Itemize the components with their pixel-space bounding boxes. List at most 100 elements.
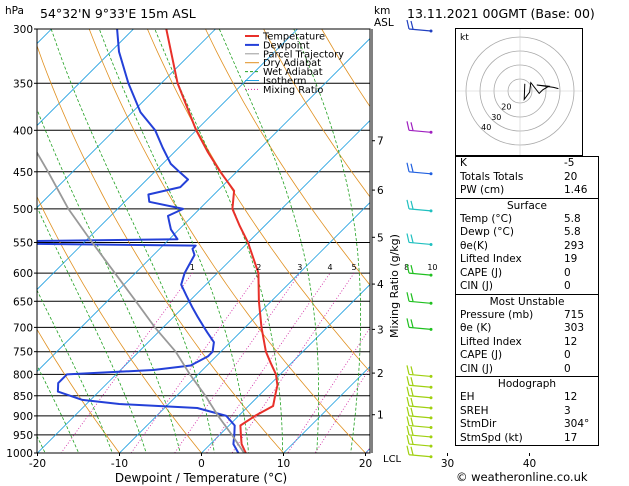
isotherm-line [37, 37, 370, 373]
temperature-tick-label: 10 [277, 458, 290, 470]
wind-barb-staff [408, 384, 432, 388]
wind-barb-flag [410, 200, 414, 210]
isotherm-line [37, 29, 135, 127]
wind-barb-dot [429, 172, 433, 176]
x-axis-label: Dewpoint / Temperature (°C) [115, 471, 287, 485]
pressure-tick-label: 1000 [6, 448, 33, 460]
mixing-ratio-label: 3 [297, 263, 302, 272]
stat-label: CAPE (J) [460, 266, 503, 279]
wind-barb-staff [408, 300, 432, 304]
stat-value: 0 [564, 280, 571, 292]
wet-adiabat-line [154, 29, 284, 453]
wind-barb-staff [408, 171, 432, 175]
dry-adiabat-line [37, 195, 203, 453]
mixing-ratio-axis-label: Mixing Ratio (g/kg) [388, 234, 401, 338]
wind-barb-dot [429, 273, 433, 277]
stat-value: 5.8 [564, 212, 581, 225]
wind-barb-flag [410, 397, 414, 407]
stat-value: 17 [564, 431, 578, 444]
wind-barb-staff [408, 395, 432, 399]
stat-row: CAPE (J) 0 [456, 349, 598, 363]
stat-label: Lifted Index [460, 253, 522, 265]
stat-label: Pressure (mb) [460, 308, 534, 321]
stat-value: 19 [564, 253, 578, 265]
wind-barb-dot [429, 374, 433, 378]
km-tick-label: 4 [377, 279, 384, 291]
km-tick-label: 5 [377, 232, 384, 244]
pressure-unit-label: hPa [5, 5, 24, 17]
km-tick-label: 3 [377, 324, 384, 336]
km-tick-label: 2 [377, 368, 384, 380]
mixing-ratio-label: 10 [427, 263, 437, 272]
stat-value: 715 [564, 308, 585, 321]
wind-barb-staff [408, 443, 432, 447]
stat-row: Pressure (mb) 715 [456, 309, 598, 323]
wind-barb-flag [410, 435, 414, 445]
mixing-ratio-line [314, 367, 370, 453]
wind-barb-dot [429, 426, 433, 430]
parcel-trajectory-profile [37, 150, 246, 453]
stat-value: -5 [564, 157, 575, 169]
stat-row: CIN (J) 0 [456, 363, 598, 377]
stat-row: StmDir 304° [456, 418, 598, 432]
dry-adiabat-line [88, 29, 367, 453]
section-title: Hodograph [497, 378, 557, 390]
stat-label: θe(K) [460, 239, 488, 252]
mixing-ratio-line [174, 272, 301, 453]
stat-row: Temp (°C) 5.8 [456, 213, 598, 227]
stat-row: Dewp (°C) 5.8 [456, 226, 598, 240]
wet-adiabat-line [218, 29, 319, 453]
wind-barb-flag [406, 162, 410, 172]
stat-value: 12 [564, 335, 578, 348]
wind-barb-staff [408, 434, 432, 438]
wind-barb-staff [408, 241, 432, 246]
wind-barb-flag [410, 426, 414, 436]
wind-barb-flag [410, 293, 414, 302]
legend-entry: Mixing Ratio [263, 85, 323, 96]
wind-barb-flag [410, 417, 414, 426]
dry-adiabat-line [37, 328, 120, 453]
section-title: Surface [506, 199, 547, 212]
temperature-tick-label: 0 [198, 458, 205, 470]
wind-barb-flag [410, 366, 414, 375]
wind-barb-flag [406, 434, 410, 445]
temperature-profile [165, 29, 279, 453]
wind-barb-dot [429, 455, 433, 459]
wind-barb-dot [429, 301, 433, 305]
wind-barb-dot [429, 209, 433, 213]
wind-barb-dot [429, 130, 433, 134]
wind-barb-flag [406, 199, 410, 210]
stat-value: 12 [564, 391, 578, 403]
mixing-ratio-label: 5 [352, 263, 357, 272]
dewpoint-profile [37, 29, 241, 453]
legend-entry: Isotherm [263, 76, 306, 87]
wind-barb-flag [410, 163, 414, 172]
stat-label: Lifted Index [460, 335, 522, 348]
pressure-tick-label: 300 [13, 24, 33, 36]
wind-barb-flag [406, 233, 410, 243]
wind-barb-flag [406, 365, 410, 375]
wind-barb-dot [429, 444, 433, 448]
legend-entry: Dewpoint [263, 40, 310, 51]
wet-adiabat-line [98, 29, 250, 453]
stat-label: CAPE (J) [460, 349, 503, 361]
km-tick-label: 6 [377, 185, 384, 197]
temperature-tick-label: 40 [523, 458, 536, 470]
stat-row: PW (cm) 1.46 [456, 184, 598, 198]
isotherm-line [37, 119, 370, 453]
stat-row: K -5 [456, 157, 598, 171]
wind-barb-flag [406, 386, 410, 396]
stat-label: EH [460, 391, 475, 403]
isotherm-line [282, 365, 370, 453]
wind-barb-flag [406, 263, 410, 274]
wind-barb-dot [429, 385, 433, 389]
wet-adiabat-line [293, 29, 361, 453]
stat-label: StmDir [460, 418, 497, 430]
datetime-header: 13.11.2021 00GMT (Base: 00) [407, 6, 595, 21]
stat-label: SREH [460, 404, 489, 417]
stat-label: CIN (J) [460, 280, 493, 292]
wet-adiabat-line [37, 289, 113, 453]
pressure-tick-label: 750 [13, 347, 33, 359]
hodograph-panel: kt 20 30 40 [455, 28, 583, 156]
pressure-tick-label: 950 [13, 430, 33, 442]
